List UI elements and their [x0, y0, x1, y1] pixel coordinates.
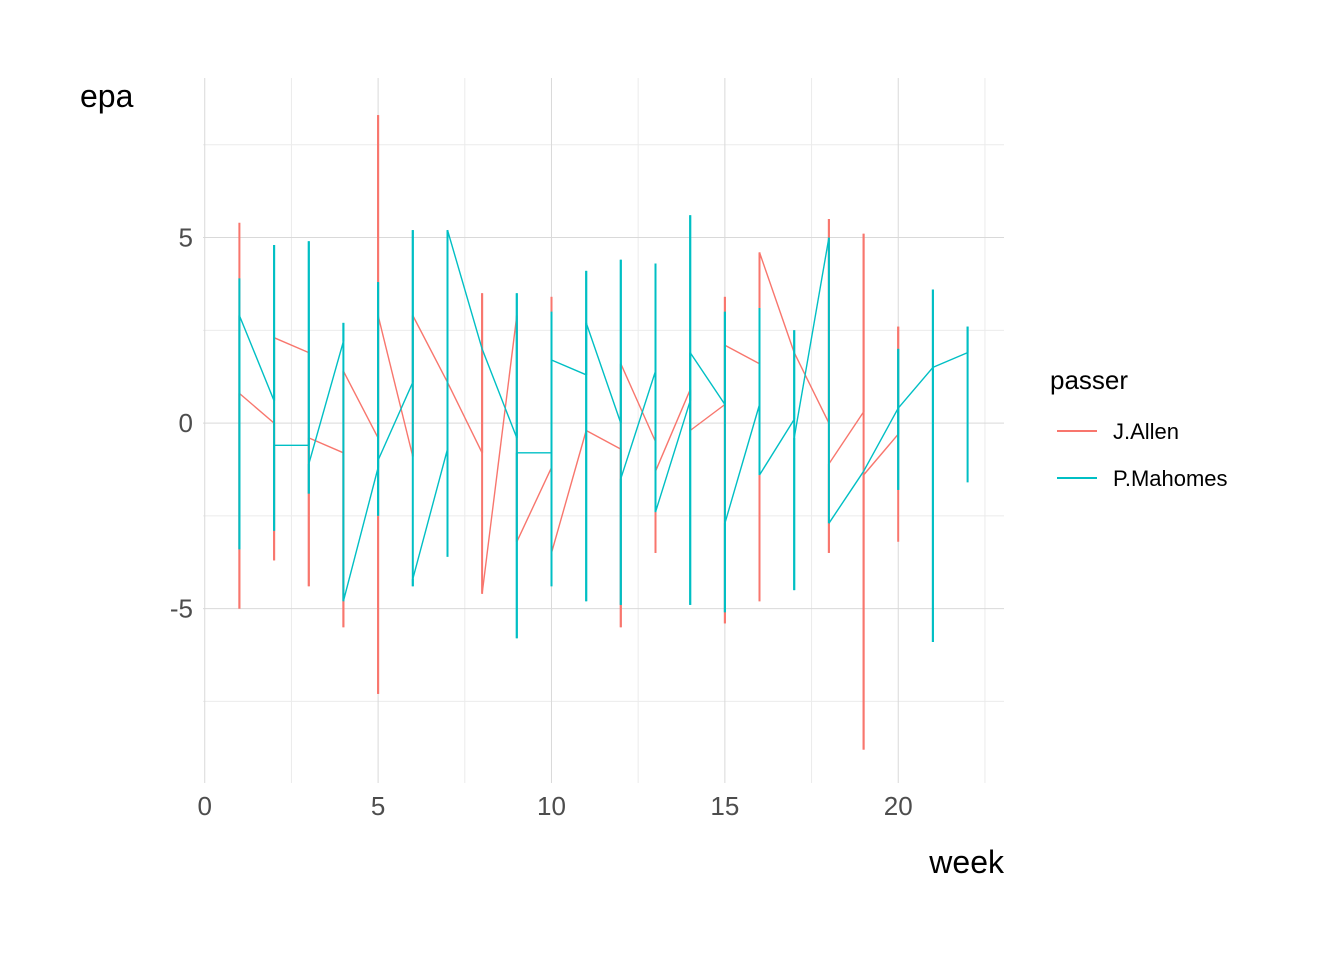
series-segment: [550, 430, 587, 554]
series-segment: [377, 315, 414, 457]
series-segment: [481, 315, 518, 594]
minor-grid: [203, 78, 1004, 783]
series-segment: [897, 366, 934, 409]
series-segment: [828, 411, 865, 465]
series-segment: [308, 437, 344, 454]
series-segment: [862, 407, 899, 472]
series-segment: [620, 363, 657, 442]
x-tick-label: 15: [710, 791, 739, 821]
legend-label-j-allen: J.Allen: [1113, 419, 1179, 444]
series-segment: [446, 381, 483, 454]
x-tick-labels: 0 5 10 15 20: [197, 791, 912, 821]
series-segment: [342, 467, 379, 602]
x-axis-title: week: [928, 844, 1005, 880]
series-segment: [620, 370, 657, 479]
series-segment: [516, 467, 553, 543]
y-tick-labels: -5 0 5: [170, 223, 193, 624]
series-segment: [724, 404, 761, 524]
series-segment: [758, 419, 795, 476]
series-segment: [863, 433, 899, 476]
series-segment: [238, 315, 275, 402]
series-segment: [689, 352, 726, 405]
series-segment: [724, 344, 760, 365]
y-axis-title: epa: [80, 78, 134, 114]
y-tick-label: -5: [170, 594, 193, 624]
y-tick-label: 0: [179, 408, 193, 438]
series-segment: [828, 470, 865, 524]
legend: passer J.Allen P.Mahomes: [1050, 365, 1228, 491]
series-segment: [654, 389, 691, 472]
legend-label-p-mahomes: P.Mahomes: [1113, 466, 1228, 491]
series-segment: [342, 370, 379, 439]
series-segment: [412, 315, 449, 383]
series-segment: [308, 341, 345, 465]
x-tick-label: 10: [537, 791, 566, 821]
series-segment: [793, 352, 830, 424]
series-1: [238, 215, 969, 642]
series-segment: [932, 351, 968, 369]
series-segment: [446, 229, 483, 350]
series-segment: [377, 382, 414, 461]
series-segment: [689, 403, 726, 432]
series-segment: [758, 252, 795, 353]
x-tick-label: 20: [884, 791, 913, 821]
legend-title: passer: [1050, 365, 1128, 395]
x-tick-label: 5: [371, 791, 385, 821]
series-layer: [238, 115, 969, 750]
x-tick-label: 0: [197, 791, 211, 821]
series-segment: [585, 429, 622, 450]
series-segment: [793, 237, 830, 439]
series-segment: [585, 322, 622, 424]
series-segment: [551, 359, 587, 376]
series-segment: [654, 400, 691, 513]
series-segment: [273, 337, 310, 354]
series-segment: [481, 348, 518, 439]
y-tick-label: 5: [179, 223, 193, 253]
major-grid: [203, 78, 1004, 783]
series-segment: [238, 392, 275, 424]
series-0: [238, 115, 900, 750]
series-segment: [412, 448, 449, 580]
